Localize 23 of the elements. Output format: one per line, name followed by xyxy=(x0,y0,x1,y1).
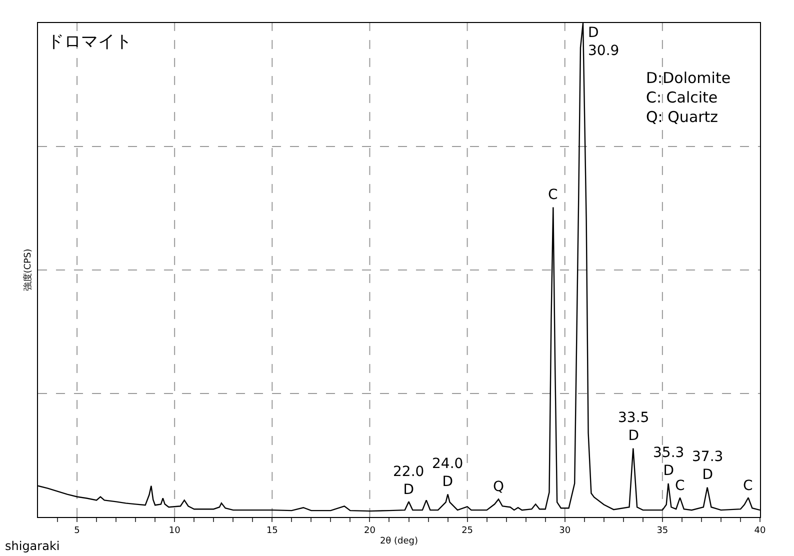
annotation: 24.0 D xyxy=(432,456,464,490)
annotation: 37.3 D xyxy=(692,449,724,484)
x-tick-label: 15 xyxy=(266,526,278,536)
x-tick-label: 30 xyxy=(559,526,571,536)
annotation: 35.3 D xyxy=(653,445,684,480)
x-axis-title: 2θ (deg) xyxy=(380,536,418,547)
x-tick-label: 5 xyxy=(74,526,80,536)
x-tick-label: 25 xyxy=(462,526,474,536)
annotation: Q xyxy=(493,479,504,495)
text: shigaraki xyxy=(5,539,60,553)
annotation: D:Dolomite C: Calcite Q: Quartz xyxy=(646,69,731,126)
annotation: C xyxy=(548,187,558,203)
y-axis-title: 強度(CPS) xyxy=(22,248,34,292)
x-tick-label: 10 xyxy=(168,526,181,536)
x-tick-label: 20 xyxy=(364,526,376,536)
annotation: C xyxy=(675,478,685,494)
annotation: 22.0 D xyxy=(393,464,424,498)
text: ドロマイト xyxy=(47,32,132,52)
x-tick-label: 40 xyxy=(754,526,766,536)
x-tick-label: 35 xyxy=(656,526,668,536)
annotation: 33.5 D xyxy=(618,410,650,444)
annotation: D 30.9 xyxy=(588,25,620,60)
annotation: C xyxy=(743,478,753,494)
